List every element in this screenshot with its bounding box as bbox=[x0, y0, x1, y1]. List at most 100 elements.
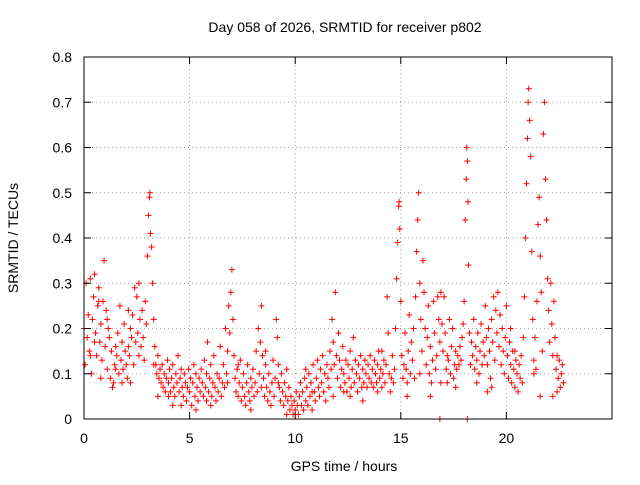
data-point bbox=[112, 366, 119, 373]
data-point bbox=[252, 379, 259, 386]
data-point bbox=[92, 330, 99, 337]
data-point bbox=[340, 370, 347, 377]
data-point bbox=[332, 289, 339, 296]
x-tick-label: 20 bbox=[499, 430, 515, 446]
data-point bbox=[361, 357, 368, 364]
data-point bbox=[132, 339, 139, 346]
data-point bbox=[232, 375, 239, 382]
data-point bbox=[255, 325, 262, 332]
data-point bbox=[405, 348, 412, 355]
y-tick-label: 0.2 bbox=[53, 321, 73, 337]
data-point bbox=[510, 366, 517, 373]
data-point bbox=[489, 339, 496, 346]
data-point bbox=[429, 357, 436, 364]
data-point bbox=[170, 384, 177, 391]
data-point bbox=[154, 352, 161, 359]
data-point bbox=[124, 375, 131, 382]
data-point bbox=[347, 393, 354, 400]
data-point bbox=[154, 393, 161, 400]
data-point bbox=[374, 388, 381, 395]
data-point bbox=[313, 375, 320, 382]
data-point bbox=[559, 361, 566, 368]
points-layer bbox=[81, 85, 567, 422]
data-point bbox=[536, 194, 543, 201]
data-point bbox=[527, 153, 534, 160]
data-point bbox=[560, 379, 567, 386]
data-point bbox=[443, 366, 450, 373]
data-point bbox=[473, 357, 480, 364]
data-point bbox=[499, 325, 506, 332]
data-point bbox=[91, 271, 98, 278]
data-point bbox=[530, 370, 537, 377]
data-point bbox=[98, 357, 105, 364]
data-point bbox=[176, 388, 183, 395]
data-point bbox=[330, 339, 337, 346]
data-point bbox=[160, 384, 167, 391]
data-point bbox=[186, 388, 193, 395]
data-point bbox=[183, 397, 190, 404]
data-point bbox=[304, 402, 311, 409]
data-point bbox=[392, 325, 399, 332]
data-point bbox=[108, 348, 115, 355]
y-tick-label: 0.3 bbox=[53, 275, 73, 291]
data-point bbox=[507, 325, 514, 332]
data-point bbox=[187, 375, 194, 382]
data-point bbox=[530, 357, 537, 364]
data-point bbox=[513, 370, 520, 377]
data-point bbox=[96, 339, 103, 346]
data-point bbox=[545, 307, 552, 314]
data-point bbox=[157, 366, 164, 373]
data-point bbox=[84, 334, 91, 341]
data-point bbox=[208, 393, 215, 400]
data-point bbox=[440, 348, 447, 355]
data-point bbox=[404, 393, 411, 400]
data-point bbox=[435, 316, 442, 323]
data-point bbox=[213, 397, 219, 404]
data-point bbox=[153, 370, 160, 377]
data-point bbox=[131, 284, 138, 291]
data-point bbox=[171, 393, 178, 400]
data-point bbox=[492, 307, 499, 314]
data-point bbox=[537, 253, 544, 260]
data-point bbox=[230, 352, 237, 359]
data-point bbox=[418, 348, 425, 355]
data-point bbox=[318, 379, 325, 386]
data-point bbox=[224, 379, 231, 386]
data-point bbox=[297, 379, 304, 386]
data-point bbox=[378, 348, 385, 355]
data-point bbox=[249, 366, 256, 373]
data-point bbox=[202, 384, 209, 391]
data-point bbox=[347, 348, 354, 355]
data-point bbox=[346, 375, 353, 382]
data-point bbox=[386, 370, 393, 377]
x-tick-label: 0 bbox=[80, 430, 88, 446]
data-point bbox=[173, 379, 180, 386]
data-point bbox=[484, 388, 491, 395]
data-point bbox=[97, 375, 104, 382]
data-point bbox=[169, 361, 176, 368]
data-point bbox=[258, 302, 265, 309]
data-point bbox=[328, 366, 335, 373]
data-point bbox=[544, 275, 551, 282]
data-point bbox=[349, 366, 356, 373]
data-point bbox=[282, 393, 289, 400]
data-point bbox=[228, 266, 235, 273]
data-point bbox=[210, 352, 217, 359]
data-point bbox=[126, 352, 133, 359]
data-point bbox=[182, 379, 189, 386]
data-point bbox=[357, 352, 364, 359]
data-point bbox=[319, 352, 326, 359]
data-point bbox=[398, 352, 405, 359]
data-point bbox=[345, 361, 351, 368]
data-point bbox=[444, 379, 451, 386]
data-point bbox=[425, 302, 432, 309]
data-point bbox=[119, 379, 126, 386]
data-point bbox=[144, 253, 151, 260]
data-point bbox=[521, 293, 528, 300]
data-point bbox=[104, 366, 111, 373]
x-tick-label: 10 bbox=[287, 430, 303, 446]
data-point bbox=[149, 280, 156, 287]
data-point bbox=[117, 357, 124, 364]
data-point bbox=[315, 384, 322, 391]
